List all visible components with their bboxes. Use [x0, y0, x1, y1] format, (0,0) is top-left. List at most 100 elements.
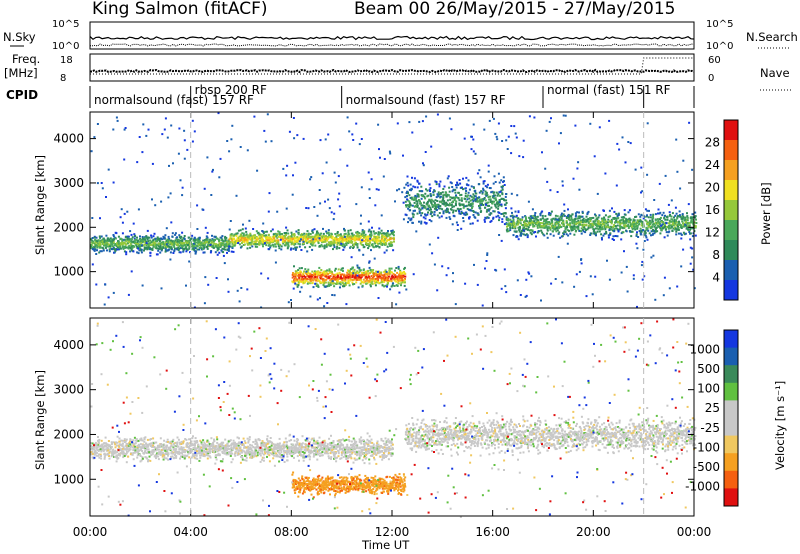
echo-cell — [559, 236, 562, 239]
echo-cell — [475, 192, 478, 195]
echo-cell — [592, 220, 595, 223]
echo-cell — [676, 285, 679, 288]
echo-cell — [167, 235, 170, 238]
echo-cell — [422, 216, 425, 219]
echo-cell — [181, 247, 184, 250]
echo-cell — [118, 437, 121, 440]
echo-cell — [474, 152, 477, 155]
echo-cell — [452, 211, 455, 214]
echo-cell — [122, 447, 124, 450]
echo-cell — [426, 200, 429, 203]
echo-cell — [691, 227, 694, 230]
echo-cell — [184, 244, 187, 247]
echo-cell — [249, 234, 252, 237]
echo-cell — [231, 245, 234, 248]
echo-cell — [122, 246, 125, 249]
echo-cell — [425, 222, 428, 225]
echo-cell — [460, 197, 463, 200]
echo-cell — [104, 436, 107, 439]
echo-cell — [137, 246, 140, 248]
echo-cell — [604, 228, 607, 231]
echo-cell — [550, 225, 553, 227]
echo-cell — [345, 303, 348, 306]
echo-cell — [402, 201, 405, 204]
echo-cell — [607, 236, 610, 239]
echo-cell — [569, 225, 572, 228]
echo-cell — [598, 230, 601, 233]
echo-cell — [270, 140, 273, 143]
echo-cell — [240, 287, 243, 289]
echo-cell — [340, 237, 343, 239]
echo-cell — [117, 454, 120, 457]
echo-cell — [625, 221, 627, 224]
echo-cell — [417, 193, 420, 196]
echo-cell — [359, 269, 362, 272]
echo-cell — [367, 230, 370, 233]
echo-cell — [362, 244, 365, 247]
echo-cell — [190, 245, 193, 248]
echo-cell — [245, 230, 248, 233]
echo-cell — [335, 276, 338, 279]
echo-cell — [581, 215, 584, 218]
echo-cell — [522, 229, 525, 232]
echo-cell — [181, 240, 184, 243]
echo-cell — [111, 245, 114, 248]
echo-cell — [549, 222, 552, 225]
echo-cell — [647, 229, 650, 232]
echo-cell — [326, 269, 329, 272]
echo-cell — [694, 215, 697, 218]
echo-cell — [404, 275, 407, 278]
echo-cell — [406, 175, 409, 178]
echo-cell — [609, 220, 612, 223]
echo-cell — [337, 241, 340, 244]
echo-cell — [416, 212, 419, 215]
echo-cell — [577, 161, 580, 164]
echo-cell — [160, 241, 163, 244]
echo-cell — [367, 273, 370, 276]
echo-cell — [265, 230, 268, 233]
echo-cell — [377, 242, 380, 245]
echo-cell — [190, 237, 193, 240]
echo-cell — [632, 223, 635, 226]
echo-cell — [332, 273, 335, 276]
echo-cell — [472, 138, 475, 141]
echo-cell — [343, 227, 345, 230]
echo-cell — [415, 200, 418, 203]
echo-cell — [470, 209, 473, 212]
echo-cell — [561, 180, 564, 183]
echo-cell — [152, 235, 155, 238]
echo-cell — [657, 220, 660, 223]
echo-cell — [542, 233, 545, 236]
echo-cell — [93, 248, 96, 251]
echo-cell — [385, 236, 387, 239]
echo-cell — [204, 276, 207, 279]
echo-cell — [607, 234, 610, 237]
echo-cell — [683, 217, 686, 220]
echo-cell — [430, 220, 433, 223]
echo-cell — [619, 221, 622, 224]
echo-cell — [592, 216, 595, 219]
echo-cell — [685, 222, 688, 225]
echo-cell — [250, 243, 252, 246]
echo-cell — [361, 240, 364, 243]
echo-cell — [633, 223, 636, 225]
echo-cell — [416, 202, 419, 205]
echo-cell — [290, 299, 292, 301]
echo-cell — [636, 231, 638, 234]
echo-cell — [522, 139, 525, 142]
echo-cell — [149, 248, 152, 251]
echo-cell — [290, 247, 293, 250]
echo-cell — [246, 149, 249, 152]
echo-cell — [582, 230, 585, 233]
echo-cell — [439, 200, 442, 203]
echo-cell — [448, 202, 451, 205]
echo-cell — [403, 270, 405, 273]
echo-cell — [480, 198, 483, 201]
echo-cell — [324, 239, 327, 242]
echo-cell — [133, 233, 136, 236]
echo-cell — [369, 285, 372, 288]
echo-cell — [662, 225, 665, 228]
echo-cell — [370, 178, 373, 181]
echo-cell — [680, 265, 683, 268]
echo-cell — [587, 218, 590, 221]
